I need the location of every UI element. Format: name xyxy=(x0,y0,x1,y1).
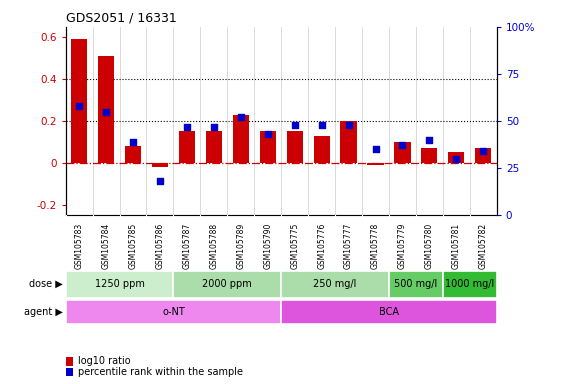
Text: GSM105782: GSM105782 xyxy=(479,223,488,269)
Text: GSM105789: GSM105789 xyxy=(236,223,246,269)
Bar xyxy=(443,271,497,298)
Bar xyxy=(287,131,303,163)
Bar xyxy=(395,142,411,163)
Bar xyxy=(281,300,497,324)
Text: GSM105783: GSM105783 xyxy=(75,223,83,269)
Point xyxy=(263,131,272,137)
Text: GDS2051 / 16331: GDS2051 / 16331 xyxy=(66,11,176,24)
Bar xyxy=(98,56,114,163)
Text: 1250 ppm: 1250 ppm xyxy=(95,279,144,289)
Text: GSM105786: GSM105786 xyxy=(155,223,164,269)
Text: agent ▶: agent ▶ xyxy=(24,307,63,317)
Bar xyxy=(313,136,329,163)
Text: GSM105790: GSM105790 xyxy=(263,223,272,270)
Bar xyxy=(421,148,437,163)
Point xyxy=(317,122,326,128)
Bar xyxy=(281,271,389,298)
Bar xyxy=(367,163,384,165)
Bar xyxy=(260,131,276,163)
Bar xyxy=(71,40,87,163)
Text: percentile rank within the sample: percentile rank within the sample xyxy=(78,367,243,377)
Bar xyxy=(475,148,492,163)
Bar xyxy=(66,271,174,298)
Text: GSM105775: GSM105775 xyxy=(290,223,299,270)
Text: dose ▶: dose ▶ xyxy=(29,279,63,289)
Text: GSM105776: GSM105776 xyxy=(317,223,326,270)
Point xyxy=(155,178,164,184)
Bar xyxy=(340,121,357,163)
Bar xyxy=(125,146,141,163)
Point xyxy=(210,124,219,130)
Text: GSM105787: GSM105787 xyxy=(182,223,191,269)
Point xyxy=(182,124,191,130)
Text: GSM105785: GSM105785 xyxy=(128,223,138,269)
Point xyxy=(128,139,138,145)
Text: BCA: BCA xyxy=(379,307,399,317)
Bar xyxy=(206,131,222,163)
Text: GSM105788: GSM105788 xyxy=(210,223,218,269)
Text: log10 ratio: log10 ratio xyxy=(78,356,130,366)
Text: GSM105781: GSM105781 xyxy=(452,223,461,269)
Bar xyxy=(448,152,464,163)
Point xyxy=(478,148,488,154)
Text: 2000 ppm: 2000 ppm xyxy=(203,279,252,289)
Text: o-NT: o-NT xyxy=(162,307,185,317)
Point xyxy=(452,156,461,162)
Bar xyxy=(66,300,281,324)
Bar xyxy=(233,115,249,163)
Point xyxy=(371,146,380,152)
Bar xyxy=(174,271,281,298)
Text: GSM105780: GSM105780 xyxy=(425,223,434,269)
Point xyxy=(236,114,246,120)
Point xyxy=(344,122,353,128)
Bar xyxy=(152,163,168,167)
Bar xyxy=(179,131,195,163)
Text: GSM105784: GSM105784 xyxy=(102,223,111,269)
Bar xyxy=(389,271,443,298)
Point xyxy=(425,137,434,143)
Point xyxy=(102,109,111,115)
Text: 250 mg/l: 250 mg/l xyxy=(313,279,357,289)
Text: GSM105777: GSM105777 xyxy=(344,223,353,270)
Text: 500 mg/l: 500 mg/l xyxy=(395,279,437,289)
Text: 1000 mg/l: 1000 mg/l xyxy=(445,279,494,289)
Point xyxy=(75,103,84,109)
Point xyxy=(398,142,407,149)
Text: GSM105778: GSM105778 xyxy=(371,223,380,269)
Point xyxy=(290,122,299,128)
Text: GSM105779: GSM105779 xyxy=(398,223,407,270)
